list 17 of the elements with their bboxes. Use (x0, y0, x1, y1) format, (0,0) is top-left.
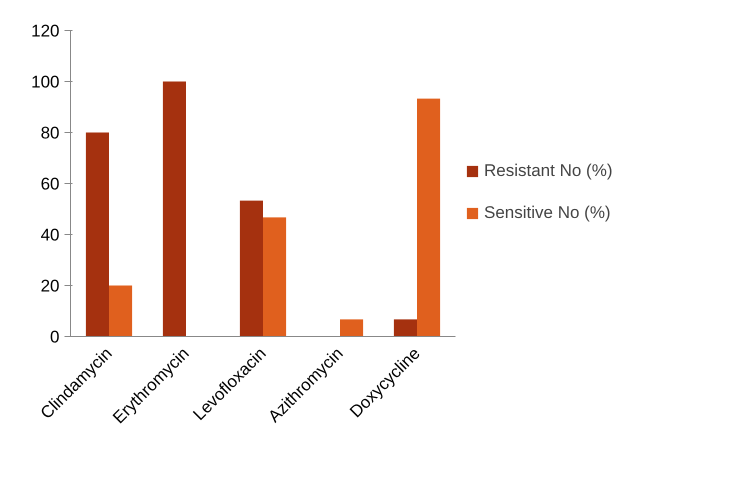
y-tick-label: 40 (40, 226, 60, 244)
y-tick-label: 80 (40, 124, 60, 142)
legend-label: Sensitive No (%) (484, 203, 611, 223)
bar (263, 217, 286, 336)
y-tick-label: 120 (31, 22, 60, 40)
bar (240, 200, 263, 336)
bar (417, 98, 440, 336)
bar (86, 132, 109, 336)
bar (340, 319, 364, 336)
bar (109, 286, 132, 336)
y-tick-label: 20 (40, 276, 60, 296)
y-tick-label: 100 (31, 72, 60, 92)
y-tick-label: 0 (50, 328, 60, 346)
legend-label: Resistant No (%) (484, 161, 612, 181)
bar (394, 319, 417, 336)
y-tick-label: 60 (40, 174, 60, 194)
bar (162, 82, 186, 336)
